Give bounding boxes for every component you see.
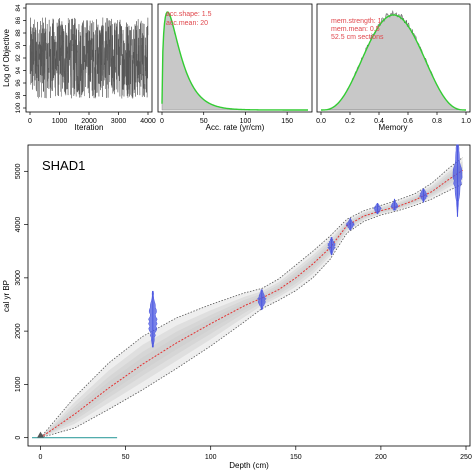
- memory-xtick-label: 0.0: [316, 118, 326, 125]
- memory-density: [321, 10, 466, 111]
- depth-xtick-label: 100: [205, 454, 217, 461]
- acc-xtick-label: 0: [160, 118, 164, 125]
- iteration-xtick-label: 1000: [52, 118, 68, 125]
- core-title: SHAD1: [42, 158, 85, 173]
- date-sample: [327, 237, 336, 256]
- iteration-xtick-label: 0: [28, 118, 32, 125]
- acc-prior-curve: [161, 11, 308, 111]
- envelope-shade-layer: [40, 167, 463, 438]
- iteration-ytick-label: 94: [15, 67, 22, 75]
- age-depth-shading: [40, 157, 463, 438]
- depth-xtick-label: 150: [290, 454, 302, 461]
- iteration-ytick-label: 84: [15, 4, 22, 12]
- iteration-xtick-label: 4000: [140, 118, 156, 125]
- iteration-ytick-label: 96: [15, 79, 22, 87]
- age-ytick-label: 3000: [15, 270, 22, 286]
- iteration-ytick-label: 88: [15, 29, 22, 37]
- median-line: [40, 169, 463, 439]
- date-sample: [148, 290, 158, 348]
- memory-xlabel: Memory: [379, 123, 408, 132]
- iteration-ytick-label: 100: [15, 102, 22, 113]
- mem-mean-annotation: mem.mean: 0.5: [331, 26, 380, 33]
- envelope-max-line: [40, 157, 463, 438]
- trace-line: [29, 17, 149, 99]
- iteration-trace: [29, 17, 149, 99]
- acc-rate-panel: 0 50 100 150 acc.shape: 1.5 acc.mean: 20 Ac…: [157, 3, 313, 132]
- iteration-xlabel: Iteration: [75, 123, 104, 132]
- date-probability-shape: [452, 144, 463, 217]
- memory-xtick-label: 0.4: [374, 118, 384, 125]
- age-ylabel: cal yr BP: [2, 280, 11, 312]
- memory-xtick-label: 1.0: [461, 118, 471, 125]
- iteration-ylabel: Log of Objective: [2, 29, 11, 87]
- iteration-panel: 0 1000 2000 3000 4000 84 86 88 90 92 94 96 98 100 Ite…: [2, 3, 156, 132]
- date-sample: [373, 203, 382, 215]
- iteration-xtick-label: 3000: [111, 118, 127, 125]
- iteration-ytick-label: 86: [15, 17, 22, 25]
- age-ytick-label: 4000: [15, 217, 22, 233]
- surface-marker: [37, 431, 44, 438]
- age-depth-envelope: [40, 157, 463, 439]
- date-probability-shape: [256, 289, 267, 311]
- acc-rate-xlabel: Acc. rate (yr/cm): [206, 123, 265, 132]
- iteration-ytick-label: 98: [15, 92, 22, 100]
- acc-xtick-label: 50: [200, 118, 208, 125]
- date-probability-shape: [148, 290, 158, 348]
- memory-xtick-label: 0.2: [345, 118, 355, 125]
- depth-xtick-label: 250: [460, 454, 472, 461]
- date-probability-shape: [418, 188, 429, 203]
- depth-xtick-label: 200: [375, 454, 387, 461]
- memory-panel: 0.0 0.2 0.4 0.6 0.8 1.0 mem.strength: 1 mem.m…: [316, 3, 471, 132]
- memory-axes: 0.0 0.2 0.4 0.6 0.8 1.0: [316, 112, 471, 125]
- date-sample: [345, 217, 356, 231]
- acc-mean-annotation: acc.mean: 20: [166, 20, 208, 27]
- mem-strength-annotation: mem.strength: 1: [331, 18, 382, 25]
- date-sample: [390, 198, 399, 211]
- memory-prior-curve: [321, 14, 466, 111]
- date-probability-shape: [345, 217, 356, 231]
- depth-xlabel: Depth (cm): [229, 461, 269, 470]
- age-ytick-label: 5000: [15, 163, 22, 179]
- acc-xtick-label: 150: [281, 118, 293, 125]
- depth-xtick-label: 50: [122, 454, 130, 461]
- depth-xtick-label: 0: [39, 454, 43, 461]
- date-probability-shape: [373, 203, 382, 215]
- surface-line: [32, 431, 118, 439]
- dated-samples: [148, 144, 463, 348]
- acc-rate-axes: 0 50 100 150: [160, 112, 293, 125]
- date-probability-shape: [327, 237, 336, 256]
- memory-xtick-label: 0.6: [403, 118, 413, 125]
- age-depth-panel: 0 50 100 150 200 250 0 1000 2000 3000 4000 5000 SHA…: [2, 144, 472, 470]
- age-depth-median: [40, 169, 463, 439]
- envelope-min-line: [40, 183, 463, 439]
- iteration-ytick-label: 90: [15, 42, 22, 50]
- age-ytick-label: 2000: [15, 323, 22, 339]
- acc-xtick-label: 100: [240, 118, 252, 125]
- acc-shape-annotation: acc.shape: 1.5: [166, 11, 212, 18]
- date-sample: [452, 144, 463, 217]
- age-ytick-label: 1000: [15, 377, 22, 393]
- memory-xtick-label: 0.8: [432, 118, 442, 125]
- iteration-ytick-label: 92: [15, 54, 22, 62]
- date-sample: [256, 289, 267, 311]
- iteration-xtick-label: 2000: [81, 118, 97, 125]
- date-probability-shape: [390, 198, 399, 211]
- age-ytick-label: 0: [15, 436, 22, 440]
- sections-annotation: 52.5 cm sections: [331, 34, 384, 41]
- acc-rate-density: [161, 10, 308, 111]
- date-sample: [418, 188, 429, 203]
- iteration-axes: 0 1000 2000 3000 4000 84 86 88 90 92 94 96 98 100: [15, 4, 156, 125]
- age-depth-axes: 0 50 100 150 200 250 0 1000 2000 3000 4000 5000: [15, 163, 472, 461]
